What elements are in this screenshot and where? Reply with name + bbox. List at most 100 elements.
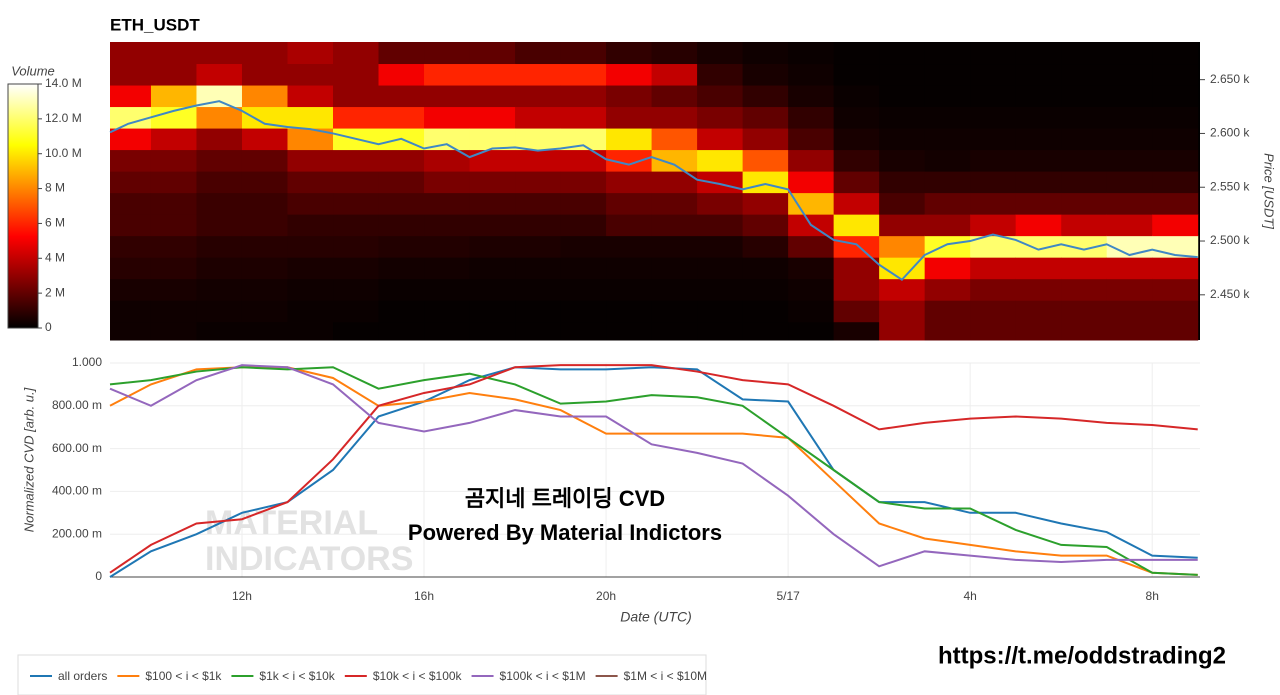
heatmap-cell [110, 192, 152, 215]
heatmap-cell [970, 192, 1017, 215]
heatmap-cell [1061, 214, 1108, 237]
heatmap-cell [196, 192, 243, 215]
heatmap-cells [110, 42, 1199, 341]
y-tick-label: 0 [95, 569, 102, 583]
y-tick-label: 2.450 k [1210, 287, 1250, 301]
heatmap-cell [424, 192, 471, 215]
heatmap-cell [150, 63, 197, 86]
heatmap-cell [424, 278, 471, 301]
heatmap-cell [469, 257, 516, 280]
heatmap-cell [515, 128, 562, 151]
heatmap-cell [742, 278, 789, 301]
heatmap-cell [110, 85, 152, 108]
footer-link[interactable]: https://t.me/oddstrading2 [938, 642, 1226, 669]
heatmap-cell [241, 192, 288, 215]
heatmap-cell [150, 171, 197, 194]
heatmap-cell [697, 300, 744, 323]
heatmap-cell [150, 235, 197, 258]
heatmap-cell [924, 149, 971, 172]
heatmap-cell [924, 300, 971, 323]
heatmap-cell [424, 214, 471, 237]
heatmap-cell [560, 235, 607, 258]
heatmap-cell [697, 149, 744, 172]
heatmap-cell [515, 214, 562, 237]
heatmap-cell [287, 63, 334, 86]
heatmap-cell [515, 257, 562, 280]
x-axis-label: Date (UTC) [620, 609, 692, 625]
heatmap-cell [1152, 85, 1199, 108]
heatmap-cell [241, 106, 288, 129]
heatmap-cell [287, 128, 334, 151]
heatmap-cell [333, 85, 380, 108]
heatmap-cell [1061, 149, 1108, 172]
heatmap-cell [424, 149, 471, 172]
heatmap-cell [196, 321, 243, 341]
heatmap-cell [333, 192, 380, 215]
heatmap-cell [378, 257, 425, 280]
heatmap-cell [1061, 300, 1108, 323]
heatmap-cell [333, 171, 380, 194]
heatmap-cell [742, 85, 789, 108]
heatmap-cell [287, 192, 334, 215]
colorbar-tick-label: 14.0 M [45, 76, 82, 90]
heatmap-cell [742, 106, 789, 129]
heatmap-cell [110, 321, 152, 341]
heatmap-cell [560, 257, 607, 280]
heatmap-cell [697, 278, 744, 301]
heatmap-cell [1061, 128, 1108, 151]
heatmap-cell [560, 192, 607, 215]
heatmap-cell [879, 321, 926, 341]
heatmap-cell [378, 192, 425, 215]
colorbar-tick-label: 2 M [45, 285, 65, 299]
cvd-line [109, 364, 1198, 568]
heatmap-cell [515, 192, 562, 215]
annotation: Powered By Material Indictors [408, 520, 722, 545]
heatmap-cell [1152, 149, 1199, 172]
colorbar-tick-label: 10.0 M [45, 146, 82, 160]
heatmap-cell [150, 278, 197, 301]
heatmap-cell [879, 192, 926, 215]
x-tick-label: 5/17 [776, 589, 800, 603]
x-tick-label: 4h [963, 589, 976, 603]
heatmap-cell [469, 171, 516, 194]
heatmap-cell [970, 106, 1017, 129]
heatmap-cell [150, 214, 197, 237]
heatmap-cell [788, 192, 835, 215]
heatmap-cell [788, 321, 835, 341]
heatmap-cell [697, 235, 744, 258]
x-tick-label: 16h [414, 589, 434, 603]
heatmap-cell [560, 106, 607, 129]
heatmap-cell [1106, 171, 1153, 194]
heatmap-cell [742, 214, 789, 237]
heatmap-cell [970, 300, 1017, 323]
y-tick-label: 200.00 m [52, 526, 102, 540]
heatmap-cell [742, 171, 789, 194]
heatmap-cell [606, 257, 653, 280]
heatmap-cell [970, 85, 1017, 108]
heatmap-cell [788, 171, 835, 194]
x-tick-label: 20h [596, 589, 616, 603]
heatmap-cell [924, 235, 971, 258]
heatmap-cell [697, 321, 744, 341]
heatmap-cell [833, 171, 880, 194]
heatmap-cell [515, 85, 562, 108]
heatmap-cell [378, 42, 425, 65]
heatmap-cell [1015, 192, 1062, 215]
y-axis-label: Price [USDT] [1262, 153, 1277, 229]
chart-title: ETH_USDT [110, 15, 200, 34]
heatmap-cell [1152, 171, 1199, 194]
cvd-line [109, 366, 1198, 576]
heatmap-cell [241, 42, 288, 65]
heatmap-cell [1061, 42, 1108, 65]
heatmap-cell [150, 321, 197, 341]
heatmap-cell [606, 192, 653, 215]
y-tick-label: 1.000 [72, 355, 102, 369]
heatmap-cell [1106, 257, 1153, 280]
heatmap-cell [742, 257, 789, 280]
heatmap-cell [879, 63, 926, 86]
heatmap-cell [651, 106, 698, 129]
heatmap-cell [469, 300, 516, 323]
heatmap-cell [651, 85, 698, 108]
heatmap-cell [287, 149, 334, 172]
heatmap-cell [879, 85, 926, 108]
